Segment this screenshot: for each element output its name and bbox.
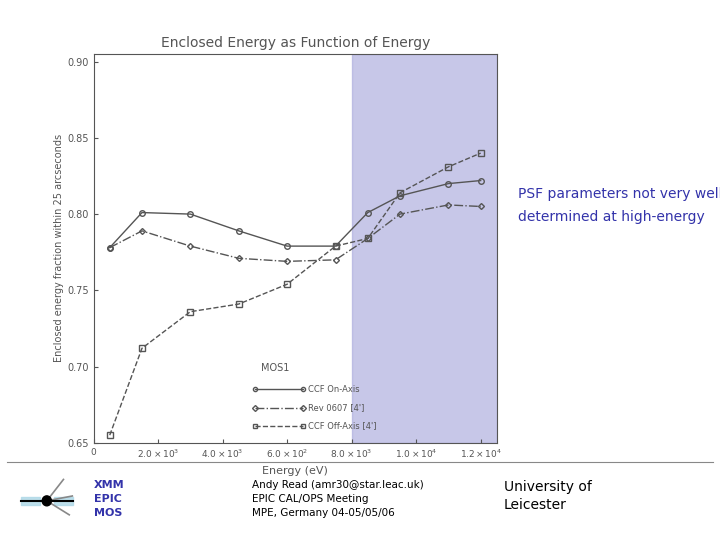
Text: CCF Off-Axis [4']: CCF Off-Axis [4'] [308, 422, 377, 430]
Bar [351, 54, 497, 443]
Text: Andy Read (amr30@star.leac.uk)
EPIC CAL/OPS Meeting
MPE, Germany 04-05/05/06: Andy Read (amr30@star.leac.uk) EPIC CAL/… [252, 481, 424, 518]
Text: XMM
EPIC
MOS: XMM EPIC MOS [94, 481, 125, 518]
Y-axis label: Enclosed energy fraction within 25 arcseconds: Enclosed energy fraction within 25 arcse… [54, 134, 64, 362]
Text: University of
Leicester: University of Leicester [504, 480, 592, 512]
Title: Enclosed Energy as Function of Energy: Enclosed Energy as Function of Energy [161, 36, 430, 50]
Text: PSF parameters not very well
determined at high-energy: PSF parameters not very well determined … [518, 187, 720, 224]
Circle shape [42, 496, 51, 506]
Text: MOS1: MOS1 [261, 363, 289, 373]
X-axis label: Energy (eV): Energy (eV) [262, 465, 328, 476]
Text: CCF On-Axis: CCF On-Axis [308, 385, 360, 394]
Text: Rev 0607 [4']: Rev 0607 [4'] [308, 403, 364, 412]
